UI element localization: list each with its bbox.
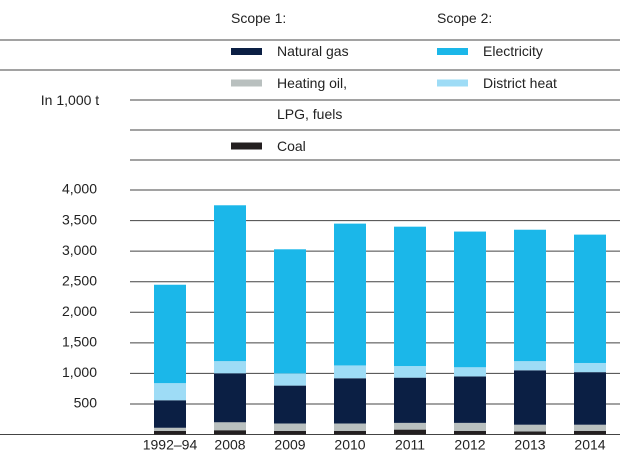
bar-segment	[274, 373, 306, 386]
bar-segment	[334, 378, 366, 424]
legend-label: Heating oil, LPG, fuels	[277, 74, 348, 122]
legend-group-title: Scope 1:	[231, 10, 287, 26]
legend-label: Natural gas	[277, 43, 349, 59]
legend-swatch	[437, 48, 468, 55]
y-tick-label: 1,500	[62, 334, 97, 350]
bar-segment	[574, 234, 606, 363]
legend-swatch	[231, 79, 262, 87]
bar-segment	[454, 231, 486, 368]
bar-segment	[394, 429, 426, 435]
legend-swatch	[231, 142, 262, 150]
bar-segment	[334, 423, 366, 431]
bar-segment	[514, 431, 546, 435]
bar-segment	[214, 430, 246, 435]
legend-swatch	[437, 79, 468, 87]
y-tick-label: 1,000	[62, 364, 97, 380]
bar-segment	[334, 223, 366, 366]
bar-segment	[574, 424, 606, 431]
bar-segment	[154, 430, 186, 435]
bar-segment	[394, 226, 426, 367]
legend-swatch	[231, 48, 262, 55]
bar-segment	[574, 372, 606, 425]
legend-label: Coal	[277, 137, 306, 154]
legend-label: District heat	[483, 74, 557, 91]
bar-segment	[214, 361, 246, 374]
bar-segment	[334, 365, 366, 379]
y-tick-label: 500	[74, 395, 98, 411]
bar-segment	[214, 422, 246, 431]
y-tick-label: 3,000	[62, 242, 97, 258]
y-tick-label: 2,000	[62, 303, 97, 319]
x-tick-label: 2011	[395, 437, 425, 453]
bar-segment	[214, 373, 246, 423]
bar-segment	[334, 430, 366, 435]
bar-segment	[454, 376, 486, 423]
bar-segment	[454, 367, 486, 377]
bar-segment	[274, 423, 306, 431]
bar-segment	[154, 383, 186, 401]
bar-segment	[574, 430, 606, 435]
bar-segment	[394, 377, 426, 423]
bar-segment	[454, 422, 486, 431]
x-tick-label: 2009	[274, 437, 305, 453]
bar-segment	[514, 229, 546, 362]
bar-segment	[154, 284, 186, 384]
bar-segment	[574, 362, 606, 373]
x-tick-label: 2010	[334, 437, 365, 453]
bar-segment	[514, 424, 546, 432]
bar-segment	[154, 400, 186, 428]
legend-label: Electricity	[483, 43, 543, 59]
x-tick-label: 2013	[514, 437, 545, 453]
bar-segment	[214, 205, 246, 362]
bar-segment	[514, 370, 546, 425]
bar-segment	[454, 430, 486, 435]
x-tick-label: 2008	[214, 437, 245, 453]
bar-segment	[394, 366, 426, 378]
bar-segment	[394, 422, 426, 430]
y-tick-label: 4,000	[62, 181, 97, 197]
x-tick-label: 2012	[454, 437, 485, 453]
bar-segment	[274, 430, 306, 435]
bar-segment	[154, 427, 186, 431]
legend-group-title: Scope 2:	[437, 10, 493, 26]
bar-segment	[274, 385, 306, 424]
bar-segment	[274, 249, 306, 374]
y-axis-label: In 1,000 t	[40, 92, 100, 108]
x-tick-label: 1992–94	[143, 437, 198, 453]
y-tick-label: 3,500	[62, 211, 97, 227]
bar-segment	[514, 361, 546, 371]
x-tick-label: 2014	[574, 437, 605, 453]
y-tick-label: 2,500	[62, 272, 97, 288]
